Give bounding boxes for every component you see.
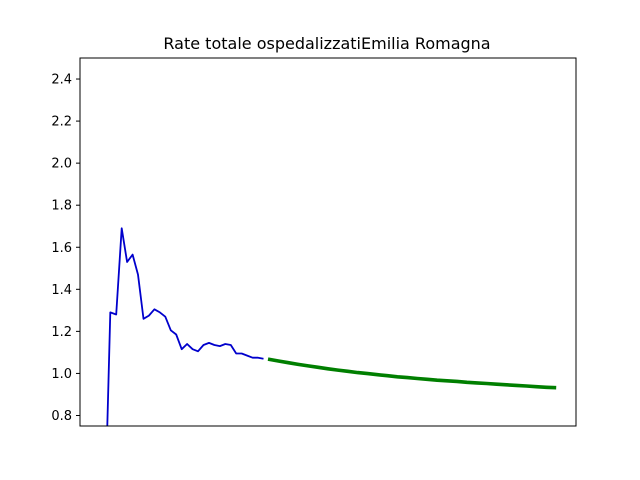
- y-tick-label: 2.0: [51, 157, 72, 172]
- y-tick-label: 1.0: [51, 367, 72, 382]
- y-tick-label: 2.2: [51, 115, 72, 130]
- y-tick-label: 1.8: [51, 199, 72, 214]
- y-tick-label: 1.2: [51, 325, 72, 340]
- plot-area: 0.8 1.0 1.2 1.4 1.6 1.8 2.0 2.2 2.4: [51, 57, 577, 427]
- y-tick-label: 2.4: [51, 73, 72, 88]
- y-tick-label: 1.6: [51, 241, 72, 256]
- y-tick-label: 0.8: [51, 409, 72, 424]
- y-tick-label: 1.4: [51, 283, 72, 298]
- series-line-2: [267, 357, 557, 390]
- chart-title: Rate totale ospedalizzatiEmilia Romagna: [163, 34, 490, 53]
- axes-frame: [79, 57, 577, 427]
- series-line-1: [106, 227, 264, 426]
